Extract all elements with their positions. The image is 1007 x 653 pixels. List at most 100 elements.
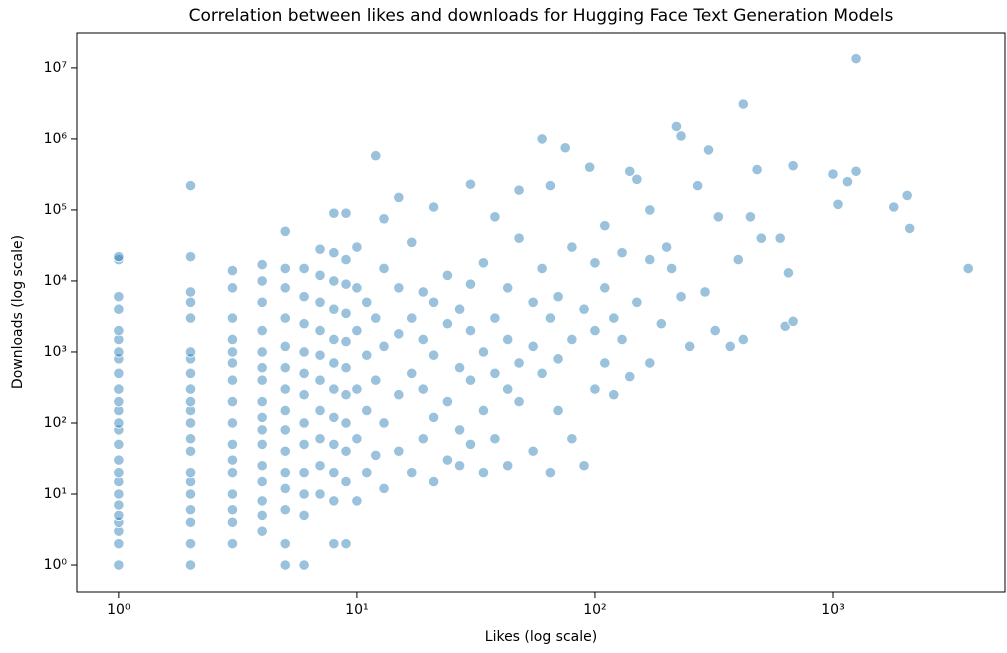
point — [513, 357, 525, 369]
point — [702, 144, 715, 156]
point — [184, 538, 197, 550]
point — [782, 267, 795, 279]
point — [184, 417, 197, 429]
point — [340, 278, 352, 290]
point — [787, 315, 799, 327]
point — [113, 333, 125, 346]
point — [850, 165, 862, 177]
point — [226, 467, 239, 479]
point — [226, 357, 239, 369]
point — [489, 211, 501, 223]
point — [502, 383, 514, 395]
point — [340, 475, 352, 488]
y-tick-label: 10⁷ — [44, 60, 67, 76]
point — [279, 340, 291, 352]
point — [113, 475, 125, 488]
point — [378, 213, 390, 225]
point — [644, 253, 656, 266]
point — [417, 333, 429, 346]
point — [340, 253, 352, 266]
point — [361, 404, 373, 417]
point — [184, 346, 197, 358]
point — [328, 207, 340, 219]
point — [113, 253, 125, 266]
point — [417, 383, 429, 395]
point — [298, 346, 310, 358]
point — [351, 383, 363, 395]
point — [441, 269, 454, 281]
point — [441, 318, 454, 330]
x-axis-label: Likes (log scale) — [485, 629, 597, 645]
point — [544, 180, 557, 192]
point — [624, 370, 636, 383]
point — [589, 257, 601, 269]
point — [827, 168, 839, 180]
point — [113, 467, 125, 479]
point — [113, 525, 125, 537]
point — [298, 488, 310, 500]
point — [527, 340, 539, 352]
point — [655, 318, 667, 330]
point — [406, 367, 418, 379]
point — [340, 445, 352, 457]
point — [184, 404, 197, 417]
point — [328, 538, 340, 550]
point — [536, 262, 548, 275]
point — [544, 312, 557, 324]
x-tick-label: 10² — [583, 602, 606, 618]
point — [378, 340, 390, 352]
point — [502, 460, 514, 472]
point — [584, 161, 596, 173]
point — [675, 130, 687, 142]
point — [113, 251, 125, 263]
point — [737, 98, 749, 110]
point — [279, 282, 291, 294]
point — [393, 282, 405, 294]
point — [314, 324, 326, 337]
point — [113, 396, 125, 408]
point — [298, 367, 310, 379]
point — [675, 291, 687, 303]
point — [298, 559, 310, 571]
point — [464, 438, 477, 450]
point — [370, 374, 382, 386]
point — [328, 275, 340, 287]
point — [314, 404, 326, 417]
point — [279, 362, 291, 374]
point — [113, 303, 125, 315]
point — [779, 320, 791, 332]
point — [314, 488, 326, 500]
point — [755, 232, 767, 244]
point — [184, 467, 197, 479]
point — [113, 324, 125, 337]
point — [226, 374, 239, 386]
point — [298, 262, 310, 275]
point — [298, 509, 310, 521]
y-tick-label: 10³ — [44, 344, 67, 360]
point — [351, 241, 363, 253]
point — [393, 328, 405, 340]
point — [256, 296, 268, 308]
point — [328, 357, 340, 369]
point — [184, 383, 197, 395]
point — [393, 191, 405, 204]
point — [724, 340, 736, 352]
point — [226, 264, 239, 277]
point — [566, 333, 578, 346]
point — [599, 357, 611, 369]
point — [328, 495, 340, 507]
point — [361, 349, 373, 361]
point — [113, 291, 125, 303]
point — [226, 438, 239, 450]
point — [279, 445, 291, 457]
point — [226, 516, 239, 528]
point — [631, 296, 643, 308]
point — [624, 165, 636, 177]
point — [184, 475, 197, 488]
point — [406, 312, 418, 324]
point — [599, 220, 611, 232]
point — [298, 389, 310, 401]
point — [787, 160, 799, 172]
point — [298, 318, 310, 330]
